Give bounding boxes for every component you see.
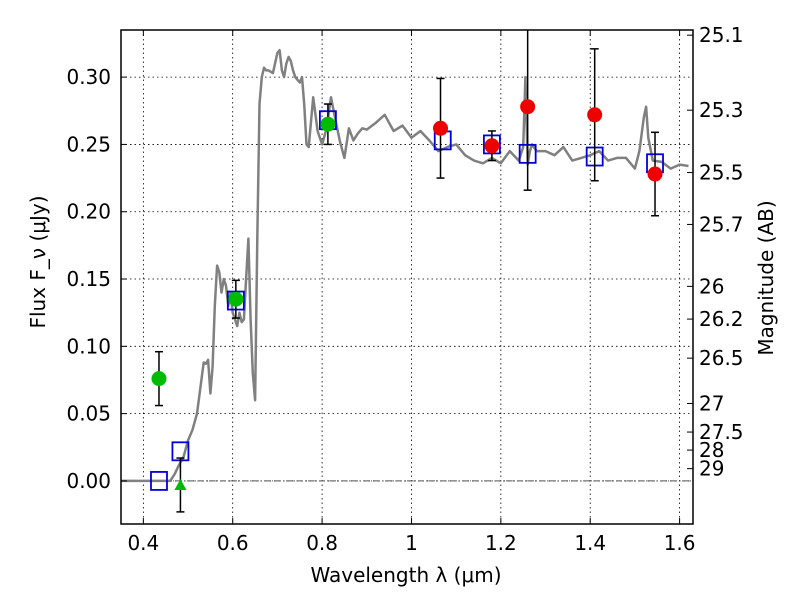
model-point bbox=[150, 471, 168, 491]
data-point bbox=[433, 120, 449, 136]
y2-tick-label: 25.1 bbox=[699, 23, 744, 47]
x-tick-label: 1 bbox=[405, 531, 418, 555]
upper-limit-point bbox=[174, 478, 187, 490]
data-point bbox=[228, 291, 244, 307]
y-tick-label: 0.00 bbox=[66, 469, 111, 493]
x-tick-label: 0.4 bbox=[127, 531, 159, 555]
y-tick-label: 0.30 bbox=[66, 65, 111, 89]
y2-tick-label: 25.7 bbox=[699, 212, 744, 236]
grid bbox=[121, 30, 693, 524]
data-point bbox=[647, 166, 663, 182]
y-tick-label: 0.25 bbox=[66, 132, 111, 156]
y2-tick-label: 28 bbox=[699, 438, 724, 462]
y-tick-label: 0.05 bbox=[66, 402, 111, 426]
y-tick-label: 0.20 bbox=[66, 200, 111, 224]
axis-ticks: 0.4 0.6 0.8 1 1.2 1.4 1.6 0.00 0.05 0.10 0.15 0.20 0… bbox=[66, 23, 743, 555]
y-tick-label: 0.15 bbox=[66, 267, 111, 291]
data-point bbox=[484, 138, 500, 154]
x-axis-label: Wavelength λ (μm) bbox=[310, 563, 501, 587]
x-tick-label: 1.4 bbox=[574, 531, 606, 555]
y2-tick-label: 29 bbox=[699, 457, 724, 481]
template-spectrum-line bbox=[121, 48, 689, 483]
y2-tick-label: 26 bbox=[699, 274, 724, 298]
y-tick-label: 0.10 bbox=[66, 334, 111, 358]
y2-tick-label: 25.5 bbox=[699, 161, 744, 185]
data-point bbox=[520, 99, 536, 115]
plot-frame bbox=[120, 29, 694, 525]
y2-tick-label: 27 bbox=[699, 391, 724, 415]
y2-tick-label: 27.5 bbox=[699, 420, 744, 444]
x-tick-label: 0.6 bbox=[217, 531, 249, 555]
y-axis-label: Flux F_ν (μJy) bbox=[26, 195, 50, 328]
x-tick-label: 0.8 bbox=[306, 531, 338, 555]
data-point bbox=[320, 116, 336, 132]
data-point bbox=[587, 107, 603, 123]
x-tick-label: 1.6 bbox=[664, 531, 696, 555]
data-point bbox=[151, 371, 167, 387]
data-points bbox=[150, 30, 664, 513]
template-spectrum bbox=[121, 48, 689, 483]
y2-axis-label: Magnitude (AB) bbox=[754, 200, 778, 355]
x-tick-label: 1.2 bbox=[485, 531, 517, 555]
y2-tick-label: 25.3 bbox=[699, 98, 744, 122]
y2-tick-label: 26.2 bbox=[699, 307, 744, 331]
y2-tick-label: 26.5 bbox=[699, 346, 744, 370]
